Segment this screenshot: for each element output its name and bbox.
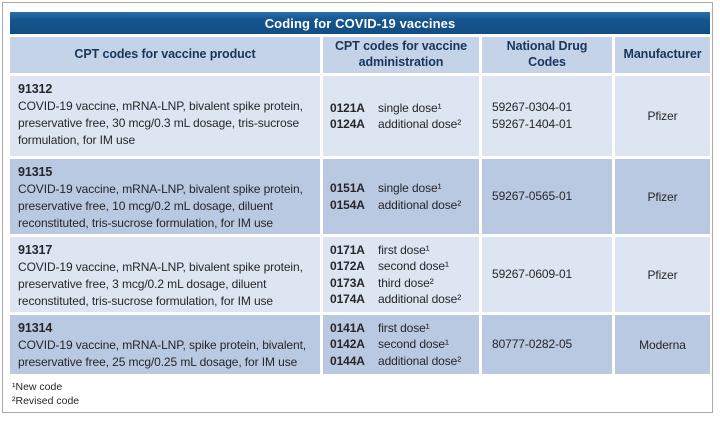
ndc-cell: 80777-0282-05 (482, 315, 612, 374)
admin-label: first dose¹ (378, 320, 430, 335)
ndc-cell: 59267-0304-01 59267-1404-01 (482, 76, 612, 156)
admin-code: 0151A (330, 181, 365, 195)
admin-label: single dose¹ (378, 181, 442, 195)
ndc-value: 80777-0282-05 (492, 337, 573, 351)
manufacturer-cell: Pfizer (615, 76, 710, 156)
admin-label: additional dose² (378, 353, 462, 368)
admin-code: 0154A (330, 197, 365, 212)
admin-line: 0173A third dose² (330, 275, 475, 292)
column-header-product: CPT codes for vaccine product (10, 37, 320, 73)
product-cell: 91312 COVID-19 vaccine, mRNA-LNP, bivale… (10, 76, 320, 156)
covid-vaccine-coding-table: CPT codes for vaccine product CPT codes … (10, 37, 710, 374)
table-title: Coding for COVID-19 vaccines (10, 12, 710, 34)
ndc-cell: 59267-0609-01 (482, 237, 612, 312)
admin-label: single dose¹ (378, 100, 442, 115)
admin-code: 0173A (330, 275, 365, 290)
ndc-value: 59267-1404-01 (492, 117, 573, 131)
admin-line: 0172A second dose¹ (330, 258, 475, 275)
ndc-value: 59267-0304-01 (492, 100, 573, 114)
footnotes: ¹New code ²Revised code (10, 380, 705, 408)
admin-code: 0142A (330, 337, 365, 352)
cpt-code: 91314 (18, 321, 53, 335)
admin-line: 0154A additional dose² (330, 197, 475, 214)
ndc-cell: 59267-0565-01 (482, 159, 612, 234)
admin-cell: 0171A first dose¹ 0172A second dose¹ 017… (323, 237, 479, 312)
table-frame: Coding for COVID-19 vaccines CPT codes f… (2, 2, 713, 413)
product-description: COVID-19 vaccine, mRNA-LNP, bivalent spi… (18, 99, 303, 147)
admin-line: 0174A additional dose² (330, 291, 475, 308)
column-header-administration: CPT codes for vaccine administration (323, 37, 479, 73)
admin-code: 0174A (330, 292, 365, 306)
manufacturer-cell: Pfizer (615, 159, 710, 234)
admin-label: third dose² (378, 275, 434, 290)
admin-label: second dose¹ (378, 337, 449, 352)
admin-code: 0144A (330, 353, 365, 368)
column-header-ndc: National Drug Codes (482, 37, 612, 73)
cpt-code: 91317 (18, 243, 53, 257)
admin-code: 0121A (330, 100, 365, 115)
product-cell: 91315 COVID-19 vaccine, mRNA-LNP, bivale… (10, 159, 320, 234)
admin-code: 0172A (330, 259, 365, 273)
admin-label: first dose¹ (378, 242, 430, 257)
footnote-new-code: ¹New code (12, 381, 63, 393)
admin-label: additional dose² (378, 197, 462, 212)
admin-line: 0144A additional dose² (330, 353, 475, 370)
column-header-manufacturer: Manufacturer (615, 37, 710, 73)
admin-cell: 0141A first dose¹ 0142A second dose¹ 014… (323, 315, 479, 374)
product-description: COVID-19 vaccine, mRNA-LNP, bivalent spi… (18, 260, 303, 308)
admin-label: additional dose² (378, 292, 462, 306)
manufacturer-cell: Moderna (615, 315, 710, 374)
ndc-value: 59267-0609-01 (492, 267, 573, 281)
admin-line: 0171A first dose¹ (330, 242, 475, 259)
admin-line: 0121A single dose¹ (330, 100, 475, 117)
admin-code: 0124A (330, 117, 365, 131)
admin-label: additional dose² (378, 117, 462, 131)
product-cell: 91317 COVID-19 vaccine, mRNA-LNP, bivale… (10, 237, 320, 312)
manufacturer-cell: Pfizer (615, 237, 710, 312)
admin-line: 0142A second dose¹ (330, 336, 475, 353)
admin-code: 0171A (330, 242, 365, 257)
product-description: COVID-19 vaccine, mRNA-LNP, spike protei… (18, 338, 307, 369)
cpt-code: 91315 (18, 165, 53, 179)
product-cell: 91314 COVID-19 vaccine, mRNA-LNP, spike … (10, 315, 320, 374)
admin-line: 0141A first dose¹ (330, 320, 475, 337)
admin-line: 0124A additional dose² (330, 116, 475, 133)
admin-label: second dose¹ (378, 259, 449, 273)
ndc-value: 59267-0565-01 (492, 189, 573, 203)
admin-cell: 0151A single dose¹ 0154A additional dose… (323, 159, 479, 234)
cpt-code: 91312 (18, 82, 53, 96)
admin-cell: 0121A single dose¹ 0124A additional dose… (323, 76, 479, 156)
admin-line: 0151A single dose¹ (330, 180, 475, 197)
admin-code: 0141A (330, 320, 365, 335)
product-description: COVID-19 vaccine, mRNA-LNP, bivalent spi… (18, 182, 303, 230)
footnote-revised-code: ²Revised code (12, 395, 80, 407)
